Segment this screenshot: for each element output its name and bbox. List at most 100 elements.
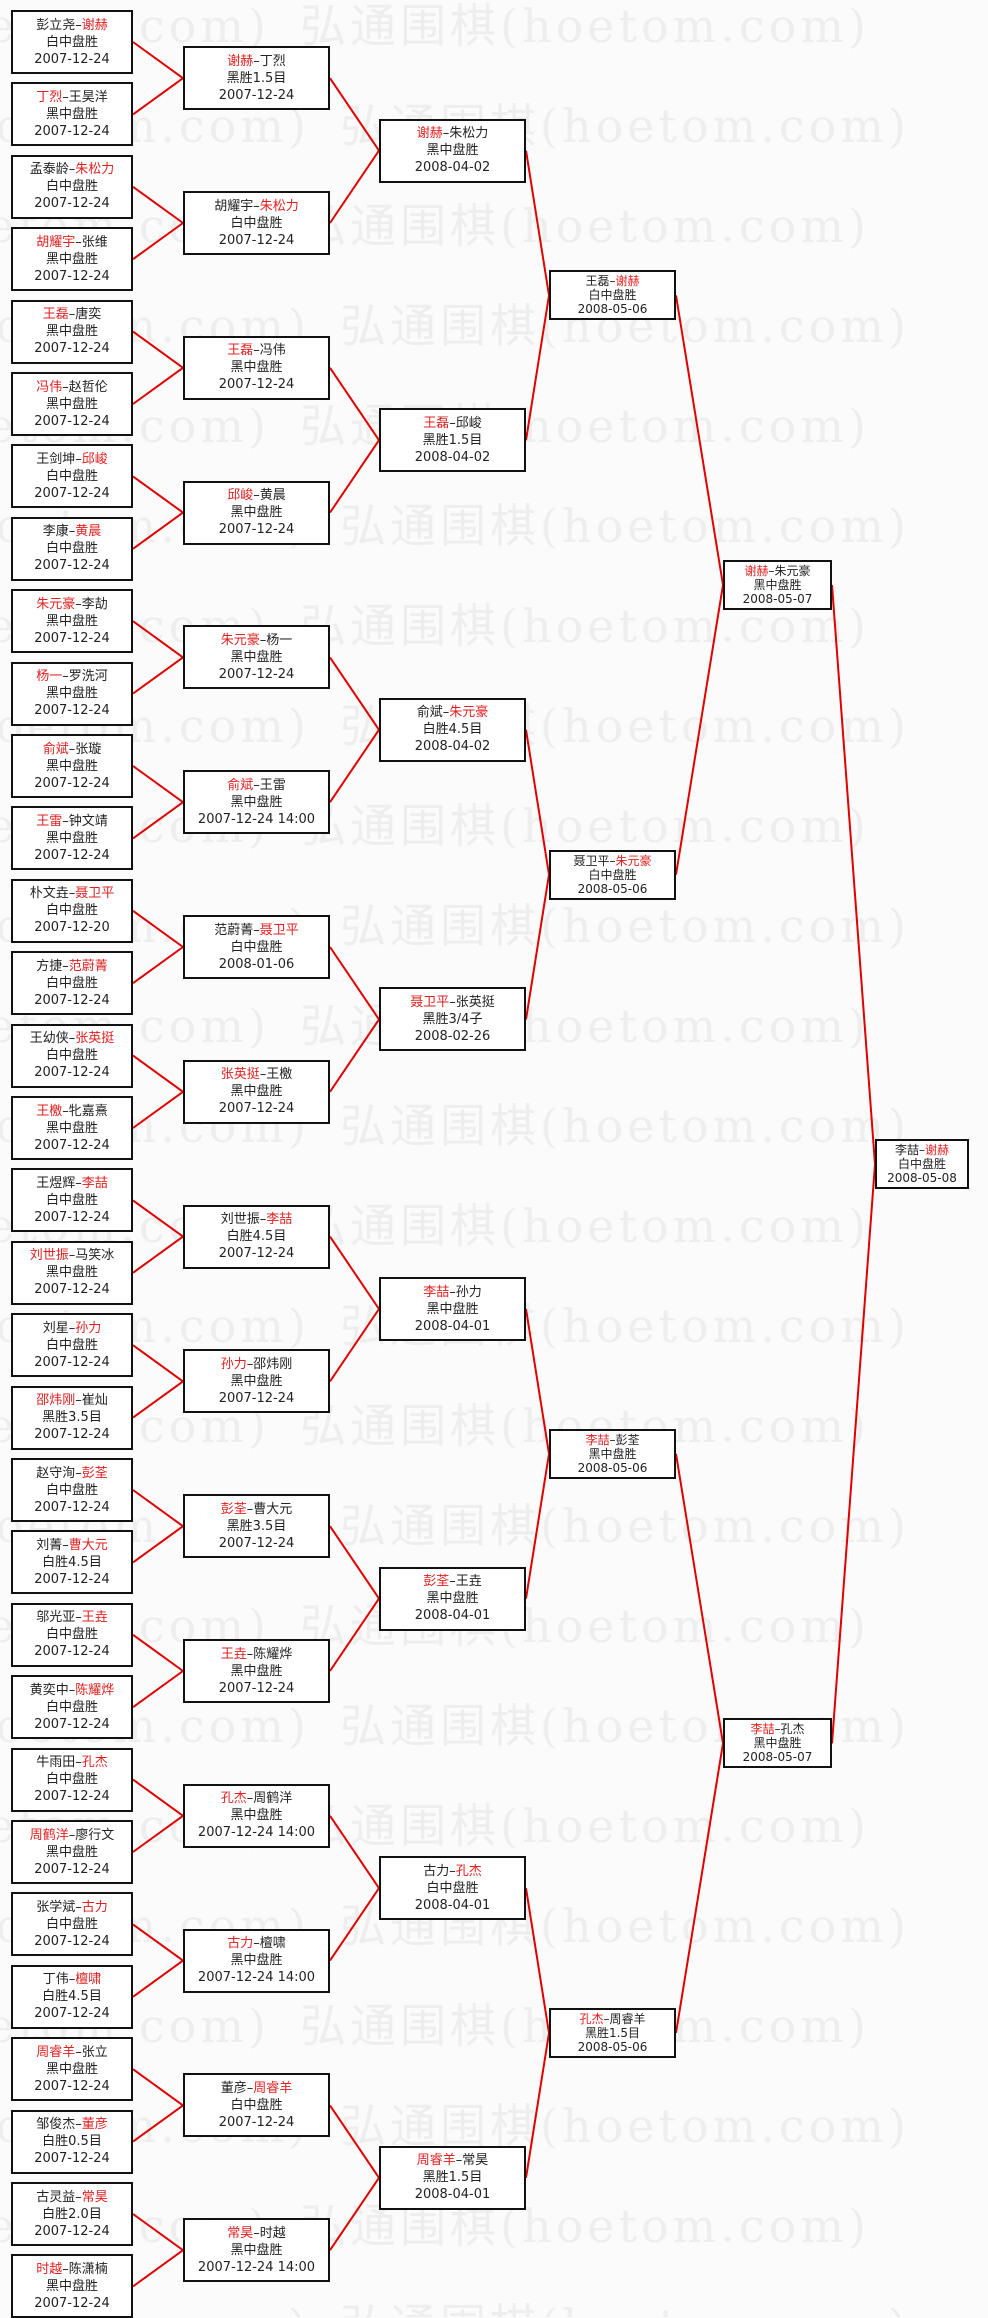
connector-line	[132, 1814, 184, 1853]
connector-line	[831, 584, 876, 1165]
winner-name: 俞斌	[42, 741, 69, 757]
match-box: 常昊–时越 黑中盘胜 2007-12-24 14:00	[183, 2218, 330, 2283]
player-name: 俞斌	[416, 705, 443, 721]
separator: –	[68, 307, 76, 323]
match-players: 刘世振–马笑冰	[13, 1247, 131, 1264]
match-players: 聂卫平–张英挺	[381, 994, 524, 1011]
match-box: 方捷–范蔚菁 白中盘胜 2007-12-24	[11, 951, 133, 1016]
match-date: 2007-12-24	[34, 51, 110, 67]
match-date: 2008-04-02	[414, 739, 491, 755]
winner-name: 王垚	[81, 1610, 108, 1626]
winner-name: 朱元豪	[449, 705, 489, 721]
match-box: 刘星–孙力 白中盘胜 2007-12-24	[11, 1313, 133, 1378]
separator: –	[62, 669, 69, 685]
winner-name: 谢赫	[416, 126, 443, 142]
connector-line	[132, 909, 184, 948]
separator: –	[449, 1863, 456, 1879]
winner-name: 董彦	[81, 2117, 108, 2133]
match-result: 黑中盘胜	[230, 1663, 283, 1679]
match-date: 2007-12-24	[34, 1065, 110, 1081]
match-box: 李喆–谢赫 白中盘胜 2008-05-08	[875, 1139, 969, 1190]
match-players: 古灵益–常昊	[13, 2189, 131, 2206]
separator: –	[253, 922, 260, 938]
match-date: 2007-12-24	[34, 992, 110, 1008]
match-result: 白中盘胜	[45, 1482, 98, 1498]
match-date: 2008-05-06	[577, 2040, 648, 2054]
match-date: 2007-12-24	[218, 1535, 295, 1551]
separator: –	[68, 1972, 76, 1988]
player-name: 丁烈	[259, 53, 286, 69]
match-result: 白中盘胜	[45, 1916, 98, 1932]
match-result: 白胜4.5目	[42, 1554, 102, 1570]
separator: –	[609, 1432, 616, 1447]
match-date: 2007-12-24	[34, 1499, 110, 1515]
match-date: 2007-12-24	[34, 1933, 110, 1949]
match-players: 刘菁–曹大元	[13, 1537, 131, 1554]
match-result: 白胜4.5目	[422, 722, 483, 738]
player-name: 朱元豪	[774, 564, 811, 578]
winner-name: 曹大元	[68, 1537, 108, 1553]
match-players: 王煜辉–李喆	[13, 1175, 131, 1192]
player-name: 董彦	[220, 2080, 247, 2096]
match-date: 2008-04-01	[414, 2187, 491, 2203]
winner-name: 谢赫	[227, 53, 254, 69]
player-name: 周鹤洋	[253, 1791, 293, 1807]
match-date: 2007-12-24	[34, 2078, 110, 2094]
connector-line	[132, 2249, 184, 2288]
match-box: 朴文垚–聂卫平 白中盘胜 2007-12-20	[11, 878, 133, 943]
match-result: 黑中盘胜	[426, 143, 479, 159]
winner-name: 周睿羊	[253, 2080, 293, 2096]
match-result: 白中盘胜	[45, 1048, 98, 1064]
match-date: 2007-12-24 14:00	[197, 1825, 316, 1841]
match-date: 2008-02-26	[414, 1028, 491, 1044]
separator: –	[75, 596, 82, 612]
connector-line	[132, 1525, 184, 1564]
match-players: 王磊–谢赫	[551, 274, 674, 288]
match-date: 2007-12-24 14:00	[197, 811, 316, 827]
match-result: 黑中盘胜	[45, 830, 98, 846]
player-name: 钟文靖	[68, 813, 108, 829]
separator: –	[246, 1356, 254, 1372]
match-date: 2007-12-20	[34, 920, 110, 936]
match-date: 2007-12-24	[34, 196, 110, 212]
match-players: 王磊–邱峻	[381, 415, 524, 432]
player-name: 周睿羊	[609, 2012, 646, 2026]
match-players: 周睿羊–常昊	[381, 2152, 524, 2169]
match-date: 2007-12-24	[34, 2151, 110, 2167]
player-name: 孙力	[455, 1284, 482, 1300]
match-players: 俞斌–王雷	[185, 777, 328, 794]
player-name: 方捷	[36, 958, 63, 974]
player-name: 王磊	[585, 274, 610, 289]
winner-name: 孙力	[75, 1320, 102, 1336]
connector-line	[132, 1489, 184, 1528]
match-players: 范蔚菁–聂卫平	[185, 922, 328, 939]
match-players: 王垚–陈耀烨	[185, 1646, 328, 1663]
connector-line	[329, 439, 380, 514]
separator: –	[68, 1248, 76, 1264]
winner-name: 周鹤洋	[29, 1827, 69, 1843]
winner-name: 孙力	[220, 1356, 247, 1372]
match-players: 孔杰–周鹤洋	[185, 1790, 328, 1807]
separator: –	[455, 2153, 463, 2169]
match-result: 白中盘胜	[426, 1880, 479, 1896]
match-result: 白胜4.5目	[42, 1989, 102, 2005]
match-result: 黑中盘胜	[45, 1265, 98, 1281]
match-box: 刘菁–曹大元 白胜4.5目 2007-12-24	[11, 1530, 133, 1595]
match-result: 黑中盘胜	[230, 1373, 283, 1389]
match-result: 黑胜3/4子	[422, 1011, 483, 1027]
separator: –	[919, 1143, 925, 1158]
winner-name: 常昊	[227, 2225, 254, 2241]
match-players: 张英挺–王檄	[185, 1066, 328, 1083]
match-box: 彭荃–曹大元 黑胜3.5目 2007-12-24	[183, 1494, 330, 1559]
separator: –	[253, 343, 260, 359]
separator: –	[253, 1936, 260, 1952]
match-players: 谢赫–朱元豪	[725, 564, 830, 578]
connector-line	[132, 1778, 184, 1817]
separator: –	[75, 234, 82, 250]
connector-line	[329, 1018, 380, 1093]
winner-name: 黄晨	[75, 524, 102, 540]
connector-line	[132, 330, 184, 369]
match-date: 2007-12-24	[218, 1246, 295, 1262]
match-result: 黑中盘胜	[230, 794, 283, 810]
connector-line	[329, 729, 380, 803]
